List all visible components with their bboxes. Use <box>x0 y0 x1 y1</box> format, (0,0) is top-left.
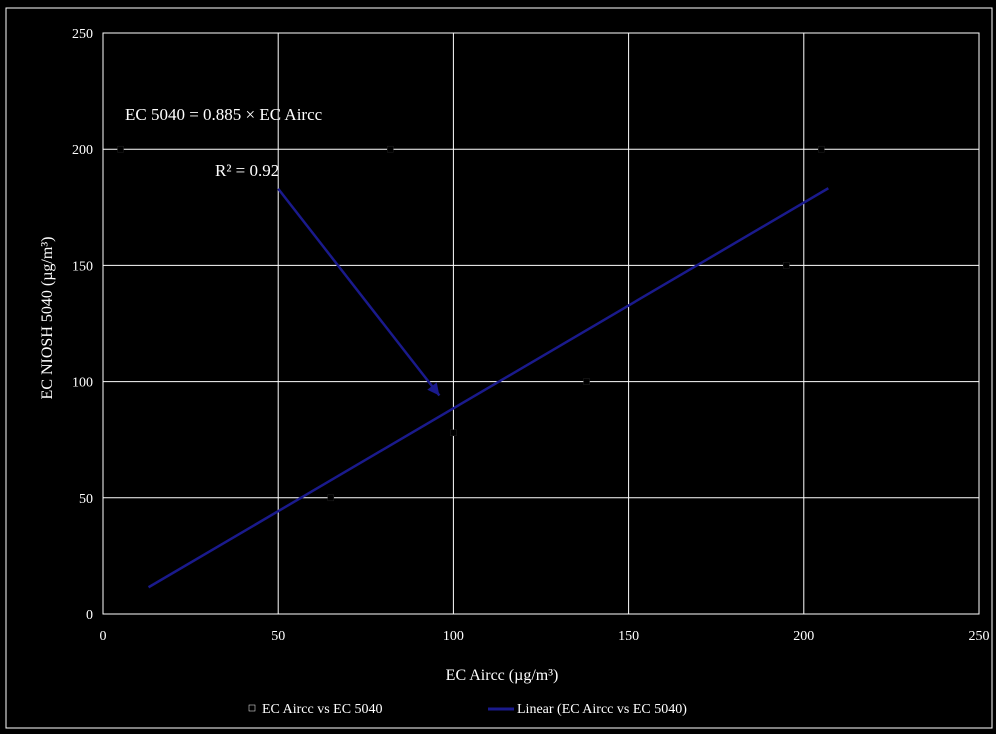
y-tick-label: 0 <box>86 608 93 623</box>
scatter-point <box>583 378 590 385</box>
y-axis-title: EC NIOSH 5040 (µg/m³) <box>39 237 56 400</box>
trendline-layer <box>147 187 829 589</box>
x-tick-label: 0 <box>100 629 107 644</box>
x-tick-label: 100 <box>443 629 464 644</box>
scatter-point <box>387 145 394 153</box>
x-tick-labels: 0 50 100 150 200 250 <box>100 629 990 644</box>
grid-lines <box>102 32 980 615</box>
scatter-point <box>117 145 124 153</box>
annotation-arrow <box>277 187 441 397</box>
x-axis-title: EC Aircc (µg/m³) <box>446 667 559 684</box>
scatter-point <box>783 262 790 269</box>
points-layer <box>117 145 825 502</box>
x-tick-label: 50 <box>271 629 285 644</box>
scatter-point <box>818 145 825 153</box>
y-tick-label: 200 <box>72 143 93 158</box>
trendline <box>147 187 829 589</box>
legend-label-trendline: Linear (EC Aircc vs EC 5040) <box>517 702 687 717</box>
legend-label-scatter: EC Aircc vs EC 5040 <box>262 702 383 717</box>
scatter-point <box>450 429 457 436</box>
equation-annotation: EC 5040 = 0.885 × EC Aircc <box>125 105 323 124</box>
r-squared-annotation: R² = 0.92 <box>215 161 279 180</box>
y-tick-label: 250 <box>72 27 93 42</box>
legend: EC Aircc vs EC 5040 Linear (EC Aircc vs … <box>248 702 687 717</box>
arrow-head <box>427 382 440 396</box>
x-tick-label: 250 <box>969 629 990 644</box>
y-tick-labels: 0 50 100 150 200 250 <box>72 27 93 623</box>
legend-marker-scatter <box>248 704 256 712</box>
arrow-shaft <box>277 187 441 397</box>
y-tick-label: 50 <box>79 492 93 507</box>
scatter-point <box>327 494 335 502</box>
x-tick-label: 200 <box>793 629 814 644</box>
chart-frame <box>5 7 993 729</box>
y-tick-label: 100 <box>72 376 93 391</box>
x-tick-label: 150 <box>618 629 639 644</box>
y-tick-label: 150 <box>72 259 93 274</box>
